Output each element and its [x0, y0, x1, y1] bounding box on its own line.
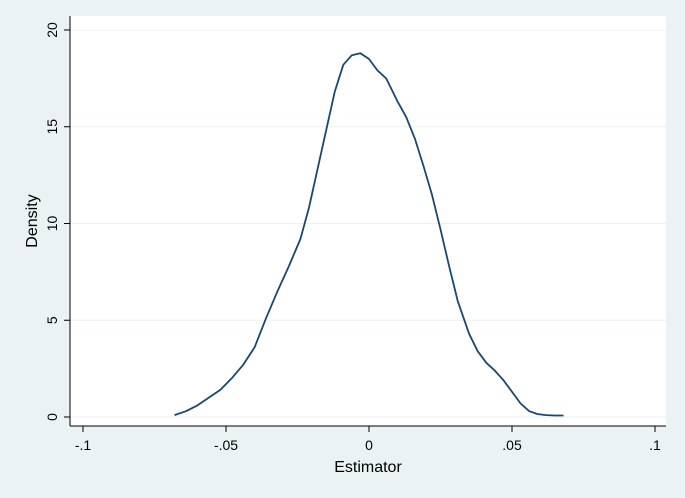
- y-axis-ticks: 0 5 10 15 20: [44, 22, 70, 421]
- y-tick-label: 15: [44, 119, 60, 135]
- x-tick-label: -.1: [75, 437, 92, 453]
- plot-area: [70, 16, 666, 426]
- x-tick-label: .05: [502, 437, 522, 453]
- x-tick-label: -.05: [214, 437, 238, 453]
- y-tick-label: 20: [44, 22, 60, 38]
- x-tick-label: .1: [649, 437, 661, 453]
- y-tick-label: 0: [44, 413, 60, 421]
- y-tick-label: 10: [44, 216, 60, 232]
- density-curve: [174, 52, 564, 417]
- y-tick-label: 5: [44, 316, 60, 324]
- x-tick-label: 0: [365, 437, 373, 453]
- x-axis-label: Estimator: [334, 459, 402, 476]
- y-axis-label: Density: [24, 194, 41, 247]
- grid-lines: [70, 29, 666, 418]
- x-axis-ticks: -.1 -.05 0 .05 .1: [75, 426, 661, 453]
